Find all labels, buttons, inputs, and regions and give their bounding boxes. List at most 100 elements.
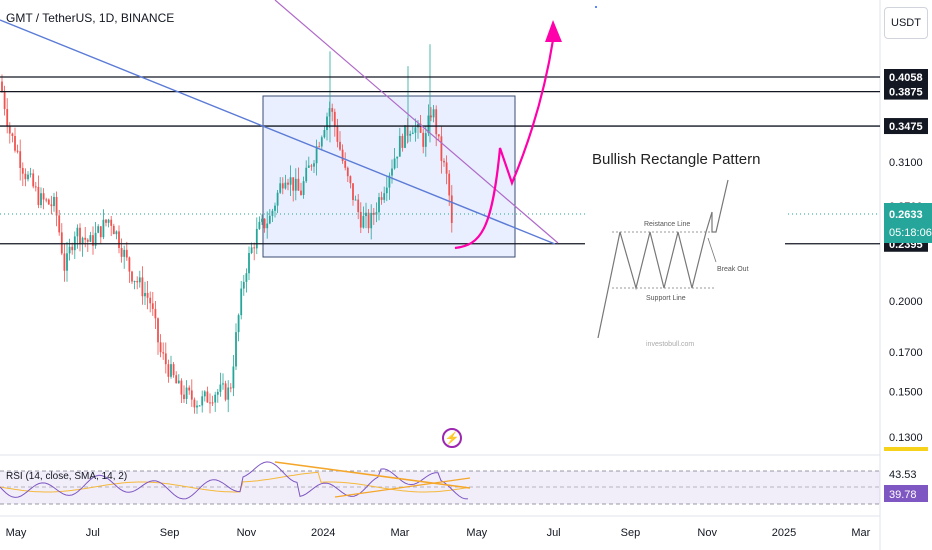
candle-body (172, 364, 175, 376)
candle-body (185, 387, 188, 399)
candle-body (240, 288, 243, 316)
countdown-text: 05:18:06 (889, 227, 932, 239)
projection-arrow[interactable] (454, 39, 555, 250)
inset-title: Bullish Rectangle Pattern (592, 151, 760, 168)
candle-body (450, 195, 453, 223)
candle-body (58, 215, 61, 233)
rsi-value-text: 39.78 (889, 489, 917, 501)
candle-body (224, 383, 227, 400)
candle-body (84, 237, 87, 240)
candle-body (409, 133, 412, 136)
candle-body (427, 115, 430, 134)
candle-body (128, 257, 131, 272)
candle-body (245, 273, 248, 282)
candle-body (105, 219, 107, 223)
candle-body (92, 235, 94, 246)
candle-body (222, 383, 224, 385)
candle-body (99, 226, 102, 238)
time-tick-label: May (466, 527, 487, 539)
pattern-inset: Bullish Rectangle Pattern Reistance Line… (585, 140, 785, 355)
candle-body (21, 167, 24, 174)
time-tick-label: May (6, 527, 27, 539)
candle-body (307, 165, 310, 168)
candle-body (170, 364, 172, 377)
candle-body (138, 277, 141, 283)
candle-body (66, 253, 68, 271)
candle-body (136, 281, 139, 283)
candle-body (235, 332, 237, 367)
candle-body (292, 177, 295, 191)
candle-body (320, 137, 323, 147)
candle-body (300, 190, 302, 195)
candle-body (123, 249, 126, 257)
candle-body (333, 111, 336, 127)
candle-body (79, 227, 81, 244)
candle-body (40, 193, 42, 206)
price-axis-marker (884, 447, 928, 451)
candle-body (11, 133, 14, 136)
candle-body (45, 199, 48, 201)
candle-body (118, 231, 120, 248)
candle-body (141, 277, 144, 297)
level-tag-text: 0.3475 (889, 121, 923, 133)
candle-body (203, 391, 206, 397)
candle-body (359, 212, 362, 228)
time-tick-label: 2025 (772, 527, 796, 539)
rsi-value-tag (884, 485, 928, 502)
candle-body (81, 237, 84, 244)
candle-body (242, 281, 245, 289)
candle-body (393, 158, 396, 169)
trendline-blue[interactable] (0, 19, 556, 245)
candle-body (227, 387, 230, 400)
rsi-label: RSI (14, close, SMA, 14, 2) (6, 471, 128, 482)
candles (1, 44, 453, 414)
level-tag (884, 83, 928, 100)
time-tick-label: Jul (547, 527, 561, 539)
candle-body (1, 81, 3, 92)
candle-body (372, 212, 375, 215)
candle-body (180, 380, 183, 395)
time-tick-label: Sep (160, 527, 180, 539)
candle-body (404, 125, 406, 148)
candle-body (305, 167, 308, 182)
candle-body (370, 212, 373, 229)
chart-title: GMT / TetherUS, 1D, BINANCE (6, 11, 175, 25)
rsi-pane (0, 461, 880, 505)
source-label: investobull.com (646, 341, 694, 348)
candle-body (250, 247, 253, 254)
candle-body (274, 205, 276, 211)
candle-body (112, 225, 115, 235)
candle-body (219, 384, 222, 392)
currency-button[interactable]: USDT (884, 7, 928, 39)
candle-body (401, 135, 404, 148)
candle-body (63, 253, 66, 271)
candle-body (331, 108, 334, 112)
candle-body (419, 123, 422, 133)
candle-body (435, 109, 438, 135)
candle-body (318, 146, 321, 148)
candle-body (302, 181, 305, 195)
lightning-icon[interactable]: ⚡ (442, 428, 462, 448)
candle-body (201, 396, 204, 406)
candle-body (378, 197, 380, 213)
arrow-head (545, 20, 562, 42)
candle-body (50, 204, 53, 207)
candle-body (326, 116, 328, 131)
candle-body (86, 239, 89, 242)
trendline-purple[interactable] (274, 0, 559, 244)
candle-body (448, 173, 451, 196)
candle-body (315, 146, 318, 164)
time-tick-label: Mar (851, 527, 870, 539)
candle-body (209, 402, 211, 404)
candle-body (437, 134, 440, 137)
resistance-label: Reistance Line (644, 221, 690, 228)
candle-body (313, 163, 315, 167)
candle-body (188, 387, 191, 391)
candle-body (352, 183, 354, 200)
candle-body (47, 199, 50, 205)
time-tick-label: Sep (621, 527, 641, 539)
candle-body (107, 219, 110, 223)
candle-body (294, 178, 297, 191)
